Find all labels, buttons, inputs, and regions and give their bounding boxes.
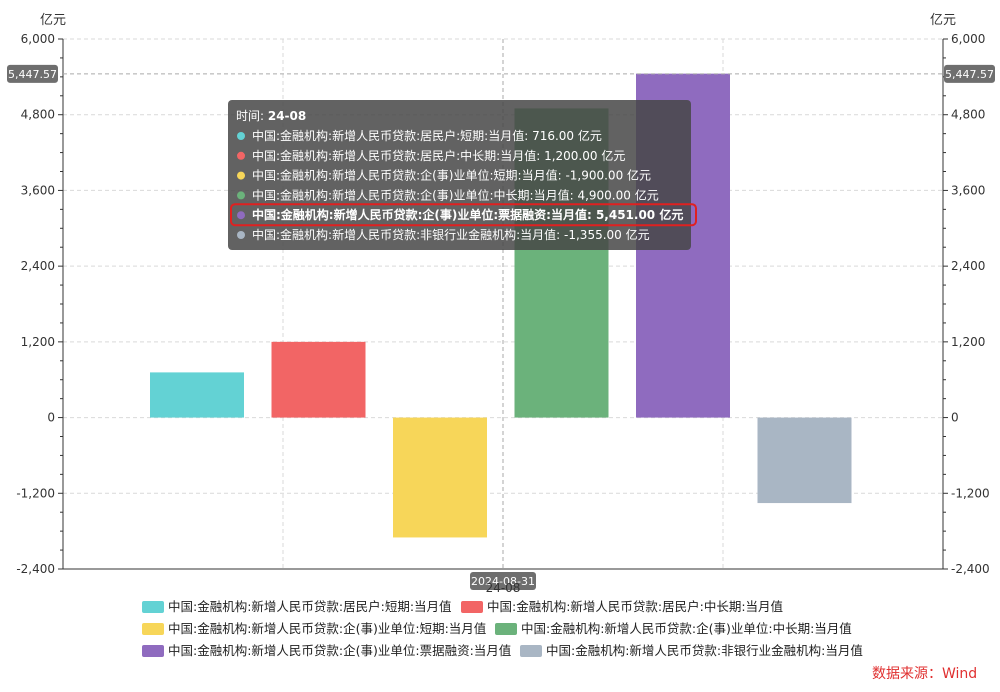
tooltip-row-1: 中国:金融机构:新增人民币贷款:居民户:短期:当月值: 716.00 亿元 xyxy=(252,128,602,143)
legend[interactable]: 中国:金融机构:新增人民币贷款:居民户:短期:当月值中国:金融机构:新增人民币贷… xyxy=(142,599,863,658)
data-source: 数据来源：Wind xyxy=(872,666,977,682)
right-tick-label: 3,600 xyxy=(951,183,985,197)
right-tick-label: 0 xyxy=(951,411,959,425)
legend-swatch-3[interactable] xyxy=(142,623,164,635)
crosshair-left-badge xyxy=(7,64,58,83)
left-tick-label: -1,200 xyxy=(16,486,55,500)
x-tick-labels: 24-08 xyxy=(486,581,521,595)
tooltip-marker-6 xyxy=(237,231,245,239)
tooltip-marker-3 xyxy=(237,171,245,180)
crosshair-date-badge xyxy=(470,572,536,590)
tooltip-marker-1 xyxy=(237,132,245,140)
legend-swatch-2[interactable] xyxy=(461,601,483,613)
tooltip-marker-4 xyxy=(237,191,245,200)
left-tick-label: 3,600 xyxy=(21,183,55,197)
bar-series-2 xyxy=(271,341,366,418)
legend-label-6[interactable]: 中国:金融机构:新增人民币贷款:非银行业金融机构:当月值 xyxy=(546,643,863,658)
tooltip-highlight-box xyxy=(230,203,697,227)
tooltip-title: 时间: 24-08 xyxy=(236,109,306,123)
left-unit-label: 亿元 xyxy=(40,13,66,28)
left-tick-label: 1,200 xyxy=(21,335,55,349)
left-tick-label: 4,800 xyxy=(21,108,55,122)
right-tick-label: -1,200 xyxy=(951,486,990,500)
legend-swatch-5[interactable] xyxy=(142,645,164,657)
crosshair-left-value: 5,447.57 xyxy=(8,68,57,81)
bar-series-1 xyxy=(150,372,244,418)
legend-swatch-6[interactable] xyxy=(520,645,542,657)
legend-swatch-1[interactable] xyxy=(142,601,164,613)
legend-label-5[interactable]: 中国:金融机构:新增人民币贷款:企(事)业单位:票据融资:当月值 xyxy=(168,643,511,658)
crosshair-right-value: 5,447.57 xyxy=(945,68,994,81)
tooltip-row-4: 中国:金融机构:新增人民币贷款:企(事)业单位:中长期:当月值: 4,900.0… xyxy=(252,187,659,202)
right-tick-label: 4,800 xyxy=(951,108,985,122)
legend-swatch-4[interactable] xyxy=(495,623,517,635)
tooltip-row-5: 中国:金融机构:新增人民币贷款:企(事)业单位:票据融资:当月值: 5,451.… xyxy=(252,207,683,222)
axes: 亿元 亿元 -2,400 -2,400 -1,200 -1,200 0 0 1,200 1,2… xyxy=(16,13,989,576)
right-unit-label: 亿元 xyxy=(930,13,956,28)
tooltip-row-2: 中国:金融机构:新增人民币贷款:居民户:中长期:当月值: 1,200.00 亿元 xyxy=(252,148,625,163)
right-tick-label: 1,200 xyxy=(951,335,985,349)
legend-label-1[interactable]: 中国:金融机构:新增人民币贷款:居民户:短期:当月值 xyxy=(168,599,452,614)
tooltip-title-value: 24-08 xyxy=(268,109,306,123)
left-tick-label: 6,000 xyxy=(21,32,55,46)
bar-series-6 xyxy=(757,417,852,504)
tooltip-marker-2 xyxy=(237,151,245,160)
crosshair: 5,447.57 5,447.57 2024-08-31 xyxy=(7,39,995,590)
tooltip-row-3: 中国:金融机构:新增人民币贷款:企(事)业单位:短期:当月值: -1,900.0… xyxy=(252,168,651,183)
tooltip-background xyxy=(228,100,691,250)
bar-series-3 xyxy=(393,417,487,538)
left-tick-label: 2,400 xyxy=(21,259,55,273)
left-tick-label: -2,400 xyxy=(16,562,55,576)
right-tick-label: 6,000 xyxy=(951,32,985,46)
tooltip-title-prefix: 时间: xyxy=(236,109,268,123)
crosshair-right-badge xyxy=(944,64,995,83)
right-tick-label: 2,400 xyxy=(951,259,985,273)
legend-label-2[interactable]: 中国:金融机构:新增人民币贷款:居民户:中长期:当月值 xyxy=(487,599,783,614)
tooltip-row-6: 中国:金融机构:新增人民币贷款:非银行业金融机构:当月值: -1,355.00 … xyxy=(252,227,650,242)
legend-label-3[interactable]: 中国:金融机构:新增人民币贷款:企(事)业单位:短期:当月值 xyxy=(168,621,486,636)
tooltip: 时间: 24-08 中国:金融机构:新增人民币贷款:居民户:短期:当月值: 716… xyxy=(228,100,697,250)
right-tick-label: -2,400 xyxy=(951,562,990,576)
tooltip-marker-5 xyxy=(237,211,245,220)
left-tick-label: 0 xyxy=(47,411,55,425)
crosshair-date-value: 2024-08-31 xyxy=(471,575,535,588)
legend-label-4[interactable]: 中国:金融机构:新增人民币贷款:企(事)业单位:中长期:当月值 xyxy=(521,621,852,636)
x-tick-label: 24-08 xyxy=(486,581,521,595)
